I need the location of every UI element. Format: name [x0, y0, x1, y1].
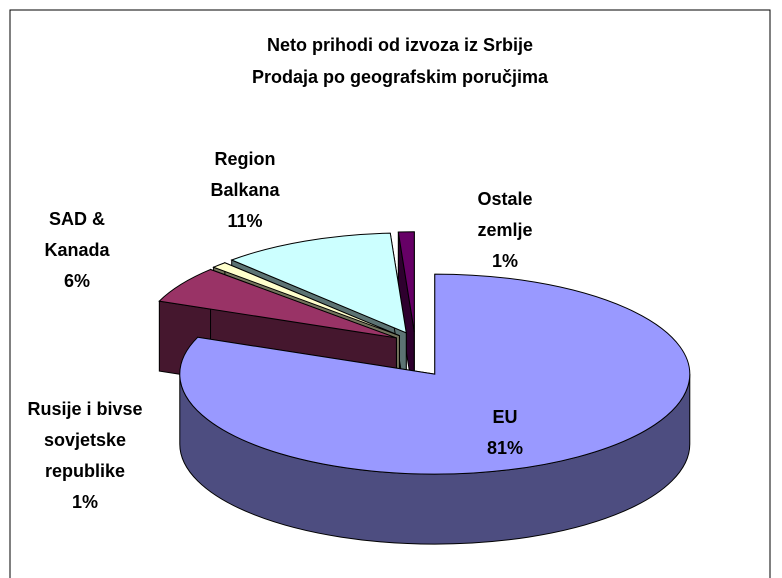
chart-subtitle: Prodaja po geografskim poručjima — [252, 67, 549, 87]
slice-label: Rusije i bivse sovjetske republike — [27, 399, 142, 481]
slice-label: Ostale zemlje — [477, 189, 532, 240]
slice-top — [397, 231, 415, 332]
chart-title: Neto prihodi od izvoza iz Srbije — [267, 35, 533, 55]
slice-top — [230, 232, 407, 334]
slice-value-label: 6% — [64, 271, 90, 291]
slice-label: EU — [492, 407, 517, 427]
slice-label: Region Balkana — [210, 149, 280, 200]
slice-top — [212, 262, 400, 337]
slice-value-label: 1% — [492, 251, 518, 271]
slice-value-label: 11% — [227, 211, 262, 231]
slice — [179, 273, 691, 545]
slice-value-label: 81% — [487, 438, 523, 458]
slice-top — [179, 273, 691, 475]
slice-top — [158, 268, 397, 339]
slice-value-label: 1% — [72, 492, 98, 512]
slice-label: SAD & Kanada — [44, 209, 110, 260]
